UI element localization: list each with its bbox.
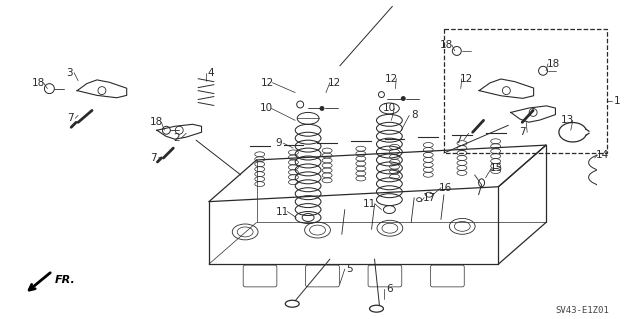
- Text: 16: 16: [439, 183, 452, 193]
- Text: 4: 4: [207, 68, 214, 78]
- Text: 1: 1: [614, 95, 621, 106]
- Text: 12: 12: [460, 74, 474, 84]
- Text: 7: 7: [150, 153, 157, 163]
- Ellipse shape: [319, 106, 324, 111]
- Text: 9: 9: [275, 138, 282, 148]
- Text: 12: 12: [328, 78, 342, 88]
- Text: 18: 18: [150, 117, 163, 127]
- Text: 18: 18: [32, 78, 45, 88]
- Text: 11: 11: [363, 199, 376, 209]
- Text: 13: 13: [561, 115, 575, 125]
- Text: FR.: FR.: [54, 275, 75, 285]
- Text: 17: 17: [422, 193, 436, 203]
- Text: 5: 5: [346, 264, 353, 274]
- Text: 15: 15: [490, 163, 503, 173]
- Text: SV43-E1Z01: SV43-E1Z01: [556, 306, 609, 315]
- Text: 10: 10: [260, 103, 273, 114]
- Text: 8: 8: [411, 110, 417, 120]
- Text: 11: 11: [276, 206, 289, 217]
- Text: 14: 14: [596, 150, 609, 160]
- Text: 7: 7: [519, 127, 525, 137]
- Text: 6: 6: [386, 284, 393, 294]
- Ellipse shape: [401, 96, 406, 101]
- Text: 18: 18: [440, 40, 454, 50]
- Text: 7: 7: [67, 113, 74, 123]
- Text: 3: 3: [66, 68, 72, 78]
- Text: 18: 18: [547, 59, 559, 69]
- Text: 10: 10: [383, 103, 396, 114]
- Text: 12: 12: [385, 74, 398, 84]
- Text: 7: 7: [456, 135, 462, 145]
- Text: 12: 12: [261, 78, 274, 88]
- Text: 2: 2: [173, 133, 180, 143]
